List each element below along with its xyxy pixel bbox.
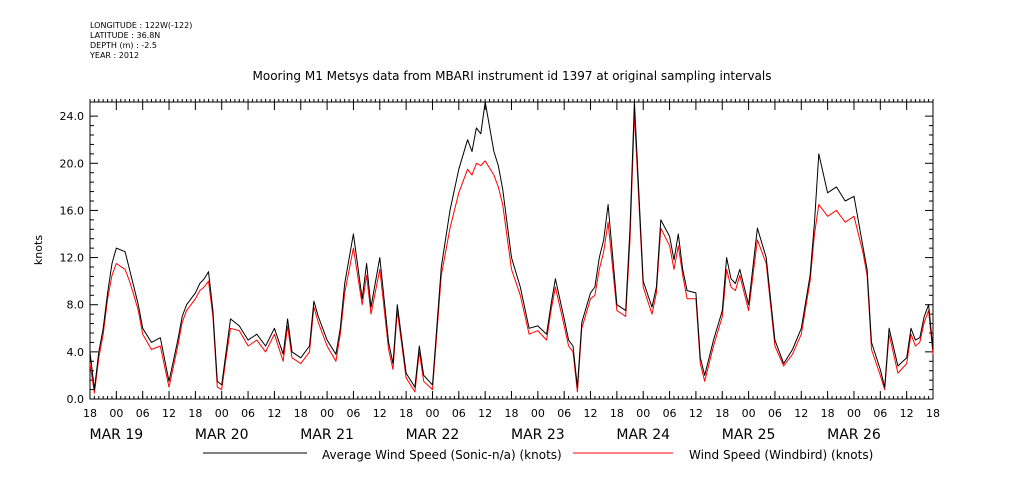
series-line-average-wind-speed — [89, 101, 934, 391]
x-hour-label: 12 — [478, 407, 492, 420]
x-hour-label: 06 — [663, 407, 677, 420]
legend: Average Wind Speed (Sonic-n/a) (knots) W… — [203, 448, 873, 462]
x-hour-label: 00 — [636, 407, 650, 420]
series-layer — [89, 101, 934, 394]
depth-label: DEPTH (m) : -2.5 — [90, 41, 157, 50]
legend-label-windbird: Wind Speed (Windbird) (knots) — [689, 448, 873, 462]
series-line-windbird — [89, 113, 934, 394]
x-date-label: MAR 19 — [90, 427, 144, 443]
x-date-label: MAR 26 — [827, 427, 881, 443]
y-axis: 0.0 4.0 8.0 12.0 16.0 20.0 24.0 — [60, 110, 933, 406]
x-date-label: MAR 22 — [406, 427, 460, 443]
x-hour-label: 06 — [768, 407, 782, 420]
y-tick-label: 0.0 — [67, 393, 85, 406]
x-hour-label: 18 — [926, 407, 940, 420]
x-hour-label: 18 — [610, 407, 624, 420]
x-date-label: MAR 23 — [511, 427, 565, 443]
x-hour-label: 06 — [346, 407, 360, 420]
x-hour-label: 00 — [109, 407, 123, 420]
longitude-label: LONGITUDE : 122W(-122) — [90, 21, 193, 30]
x-hour-label: 00 — [742, 407, 756, 420]
x-hour-label: 00 — [531, 407, 545, 420]
x-hour-label: 12 — [162, 407, 176, 420]
x-hour-label: 18 — [715, 407, 729, 420]
y-tick-label: 20.0 — [60, 157, 85, 170]
x-hour-label: 18 — [294, 407, 308, 420]
x-date-label: MAR 24 — [616, 427, 670, 443]
x-hour-label: 12 — [584, 407, 598, 420]
y-axis-label: knots — [32, 235, 45, 265]
y-tick-label: 24.0 — [60, 110, 85, 123]
latitude-label: LATITUDE : 36.8N — [90, 31, 161, 40]
metadata-block: LONGITUDE : 122W(-122) LATITUDE : 36.8N … — [90, 21, 192, 61]
x-hour-label: 18 — [188, 407, 202, 420]
x-hour-label: 18 — [505, 407, 519, 420]
x-hour-label: 00 — [215, 407, 229, 420]
x-date-label: MAR 20 — [195, 427, 249, 443]
x-hour-label: 06 — [452, 407, 466, 420]
x-hour-label: 00 — [425, 407, 439, 420]
x-hour-label: 12 — [794, 407, 808, 420]
x-hour-label: 12 — [267, 407, 281, 420]
x-hour-label: 06 — [873, 407, 887, 420]
x-hour-label: 06 — [136, 407, 150, 420]
x-hour-label: 12 — [373, 407, 387, 420]
x-date-label: MAR 25 — [722, 427, 776, 443]
x-hour-label: 06 — [557, 407, 571, 420]
y-tick-label: 16.0 — [60, 204, 85, 217]
plot-frame — [89, 101, 934, 400]
legend-label-average: Average Wind Speed (Sonic-n/a) (knots) — [322, 448, 562, 462]
y-tick-label: 4.0 — [67, 346, 85, 359]
x-hour-label: 12 — [900, 407, 914, 420]
y-tick-label: 8.0 — [67, 299, 85, 312]
x-axis: 18 00 06 12 18 00 06 12 18 00 06 12 18 00 06 12 18 00 06 12… — [83, 102, 940, 443]
x-hour-label: 18 — [821, 407, 835, 420]
x-hour-label: 18 — [83, 407, 97, 420]
x-hour-label: 00 — [847, 407, 861, 420]
y-tick-label: 12.0 — [60, 252, 85, 265]
x-hour-label: 12 — [689, 407, 703, 420]
year-label: YEAR : 2012 — [90, 51, 140, 60]
x-hour-label: 18 — [399, 407, 413, 420]
x-date-label: MAR 21 — [300, 427, 354, 443]
x-hour-label: 00 — [320, 407, 334, 420]
minor-ticks — [89, 99, 934, 399]
chart-title: Mooring M1 Metsys data from MBARI instru… — [253, 69, 772, 83]
x-hour-label: 06 — [241, 407, 255, 420]
